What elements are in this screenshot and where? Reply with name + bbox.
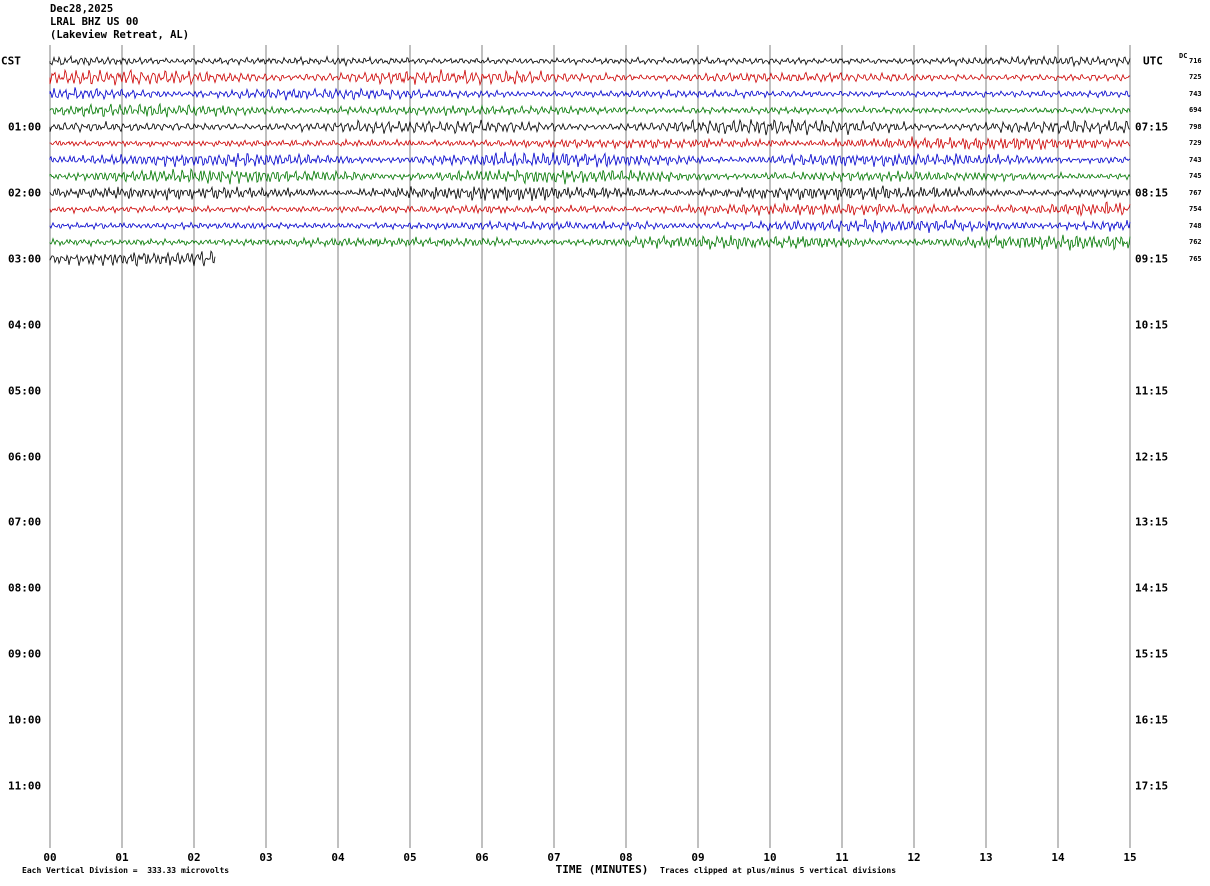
x-tick-label: 05: [403, 851, 417, 864]
x-tick-label: 06: [475, 851, 489, 864]
seismogram-trace-row-4: [49, 118, 1131, 136]
right-time-label: 07:15: [1135, 120, 1169, 134]
footer-scale-note: Each Vertical Division = 333.33 microvol…: [22, 866, 230, 875]
dc-offset-value: 798: [1189, 122, 1202, 131]
right-time-label: 15:15: [1135, 647, 1169, 661]
x-tick-label: 01: [115, 851, 129, 864]
title-location: (Lakeview Retreat, AL): [50, 29, 190, 41]
dc-offset-value: 745: [1189, 172, 1202, 181]
dc-offset-value: 729: [1189, 139, 1202, 148]
x-tick-label: 07: [547, 851, 561, 864]
right-time-label: 17:15: [1135, 779, 1169, 793]
x-tick-label: 04: [331, 851, 345, 864]
dc-offset-value: 743: [1189, 89, 1202, 98]
right-time-label: 08:15: [1135, 186, 1169, 200]
seismogram-trace-row-10: [49, 218, 1131, 234]
dc-offset-value: 725: [1189, 73, 1202, 82]
left-time-label: 04:00: [8, 318, 42, 332]
x-tick-label: 10: [763, 851, 777, 864]
title-date: Dec28,2025: [50, 3, 114, 15]
right-time-label: 16:15: [1135, 713, 1169, 727]
right-time-label: 13:15: [1135, 515, 1169, 529]
dc-offset-value: 716: [1189, 57, 1202, 65]
dc-offset-value: 694: [1189, 106, 1202, 115]
dc-offset-value: 754: [1189, 205, 1202, 214]
x-tick-label: 14: [1051, 851, 1065, 864]
x-tick-label: 09: [691, 851, 705, 864]
seismogram-trace-row-5: [49, 136, 1131, 151]
seismogram-trace-row-3: [49, 102, 1131, 118]
seismogram-trace-row-11: [49, 234, 1131, 251]
left-time-label: 11:00: [8, 779, 42, 793]
left-time-label: 09:00: [8, 647, 42, 661]
right-axis-zone-label: UTC: [1143, 54, 1163, 68]
x-tick-label: 11: [835, 851, 849, 864]
seismogram-trace-row-8: [49, 185, 1131, 202]
x-tick-label: 00: [43, 851, 57, 864]
x-tick-label: 15: [1123, 851, 1137, 864]
dc-offset-value: 767: [1189, 188, 1202, 197]
dc-offset-value: 762: [1189, 238, 1202, 247]
seismogram-trace-row-0: [49, 54, 1131, 68]
dc-column-label: DC: [1179, 52, 1188, 60]
left-time-label: 03:00: [8, 252, 42, 266]
seismogram-trace-row-12: [49, 250, 216, 267]
x-tick-label: 12: [907, 851, 921, 864]
title-block: Dec28,2025 LRAL BHZ US 00 (Lakeview Retr…: [50, 3, 189, 42]
right-time-label: 10:15: [1135, 318, 1169, 332]
seismogram-trace-row-6: [49, 151, 1131, 168]
left-time-label: 10:00: [8, 713, 42, 727]
title-station: LRAL BHZ US 00: [50, 16, 139, 28]
left-time-label: 05:00: [8, 384, 42, 398]
left-time-label: 02:00: [8, 186, 42, 200]
right-time-label: 11:15: [1135, 384, 1169, 398]
right-time-label: 12:15: [1135, 450, 1169, 463]
x-tick-label: 08: [619, 851, 633, 864]
x-tick-label: 03: [259, 851, 273, 864]
dc-offset-value: 743: [1189, 155, 1202, 164]
left-axis-zone-label: CST: [1, 54, 21, 68]
seismogram-trace-row-2: [49, 87, 1131, 101]
seismogram-trace-row-9: [49, 201, 1131, 217]
dc-offset-value: 765: [1189, 254, 1202, 263]
right-time-label: 14:15: [1135, 581, 1169, 595]
seismogram-trace-row-1: [49, 68, 1131, 87]
left-time-label: 06:00: [8, 450, 42, 463]
left-time-label: 08:00: [8, 581, 42, 595]
left-time-label: 07:00: [8, 515, 42, 529]
footer-clip-note: Traces clipped at plus/minus 5 vertical …: [660, 866, 897, 875]
dc-offset-value: 748: [1189, 221, 1202, 230]
x-axis-title: TIME (MINUTES): [555, 863, 649, 876]
left-time-label: 01:00: [8, 120, 42, 134]
right-time-label: 09:15: [1135, 252, 1169, 266]
x-tick-label: 02: [187, 851, 201, 864]
x-tick-label: 13: [979, 851, 993, 864]
seismogram-trace-row-7: [49, 168, 1131, 185]
